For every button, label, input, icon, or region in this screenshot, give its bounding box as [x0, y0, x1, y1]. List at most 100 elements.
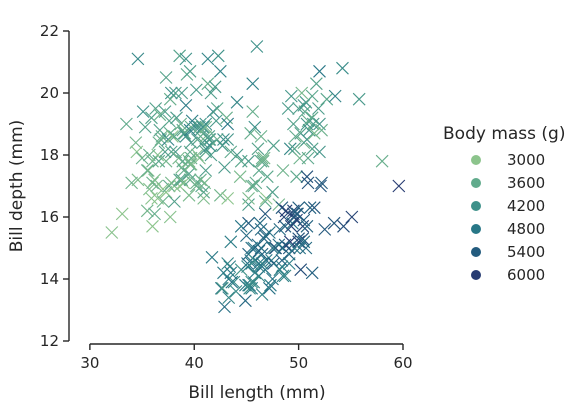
- data-point: [176, 87, 188, 99]
- data-point: [319, 223, 331, 235]
- data-point: [163, 180, 175, 192]
- data-point: [200, 143, 212, 155]
- data-points: [106, 41, 405, 313]
- data-point: [246, 180, 258, 192]
- data-point: [106, 227, 118, 239]
- data-point: [120, 118, 132, 130]
- data-point: [282, 103, 294, 115]
- data-point: [207, 106, 219, 118]
- data-point: [214, 65, 226, 77]
- data-point: [306, 112, 318, 124]
- data-point: [306, 90, 318, 102]
- data-point: [329, 90, 341, 102]
- data-point: [222, 258, 234, 270]
- data-point: [174, 50, 186, 62]
- data-point: [185, 158, 197, 170]
- data-point: [251, 41, 263, 53]
- data-point: [224, 261, 236, 273]
- data-point: [256, 289, 268, 301]
- y-axis-label: Bill depth (mm): [7, 120, 27, 253]
- data-point: [255, 130, 267, 142]
- data-point: [279, 270, 291, 282]
- data-point: [215, 282, 227, 294]
- data-point: [243, 192, 255, 204]
- data-point: [310, 78, 322, 90]
- data-point: [248, 180, 260, 192]
- data-point: [306, 267, 318, 279]
- data-point: [291, 171, 303, 183]
- data-point: [239, 295, 251, 307]
- legend-label: 5400: [507, 243, 545, 261]
- y-ticks: 121416182022: [40, 22, 69, 350]
- data-point: [263, 227, 275, 239]
- data-point: [277, 270, 289, 282]
- legend-label: 6000: [507, 266, 545, 284]
- data-point: [298, 99, 310, 111]
- data-point: [298, 214, 310, 226]
- data-point: [267, 186, 279, 198]
- legend-marker: [471, 201, 481, 211]
- legend-items: 300036004200480054006000: [471, 151, 545, 284]
- data-point: [249, 267, 261, 279]
- legend-label: 3600: [507, 174, 545, 192]
- x-axis-label: Bill length (mm): [188, 383, 325, 403]
- data-point: [328, 217, 340, 229]
- data-point: [164, 211, 176, 223]
- data-point: [256, 248, 268, 260]
- data-point: [216, 282, 228, 294]
- legend-marker: [471, 270, 481, 280]
- data-point: [288, 242, 300, 254]
- data-point: [243, 199, 255, 211]
- x-tick-label: 50: [289, 354, 308, 372]
- data-point: [283, 248, 295, 260]
- data-point: [145, 192, 157, 204]
- data-point: [221, 112, 233, 124]
- data-point: [231, 149, 243, 161]
- data-point: [338, 220, 350, 232]
- data-point: [116, 208, 128, 220]
- data-point: [180, 99, 192, 111]
- data-point: [393, 180, 405, 192]
- data-point: [190, 84, 202, 96]
- data-point: [131, 146, 143, 158]
- data-point: [126, 177, 138, 189]
- data-point: [295, 264, 307, 276]
- data-point: [180, 53, 192, 65]
- data-point: [301, 171, 313, 183]
- data-point: [228, 276, 240, 288]
- y-tick-label: 14: [40, 270, 59, 288]
- data-point: [186, 115, 198, 127]
- legend-label: 3000: [507, 151, 545, 169]
- data-point: [219, 161, 231, 173]
- data-point: [285, 90, 297, 102]
- data-point: [168, 130, 180, 142]
- data-point: [253, 165, 265, 177]
- data-point: [184, 65, 196, 77]
- data-point: [250, 177, 262, 189]
- data-point: [321, 93, 333, 105]
- y-tick-label: 22: [40, 22, 59, 40]
- data-point: [312, 103, 324, 115]
- x-tick-label: 30: [80, 354, 99, 372]
- data-point: [234, 171, 246, 183]
- data-point: [225, 146, 237, 158]
- data-point: [268, 140, 280, 152]
- data-point: [216, 140, 228, 152]
- data-point: [287, 118, 299, 130]
- data-point: [267, 242, 279, 254]
- legend-title: Body mass (g): [443, 124, 565, 144]
- data-point: [205, 87, 217, 99]
- data-point: [274, 264, 286, 276]
- data-point: [147, 177, 159, 189]
- data-point: [153, 137, 165, 149]
- x-tick-label: 60: [393, 354, 412, 372]
- legend-label: 4200: [507, 197, 545, 215]
- data-point: [241, 261, 253, 273]
- data-point: [210, 115, 222, 127]
- data-point: [247, 78, 259, 90]
- data-point: [205, 149, 217, 161]
- data-point: [147, 220, 159, 232]
- data-point: [199, 177, 211, 189]
- data-point: [212, 50, 224, 62]
